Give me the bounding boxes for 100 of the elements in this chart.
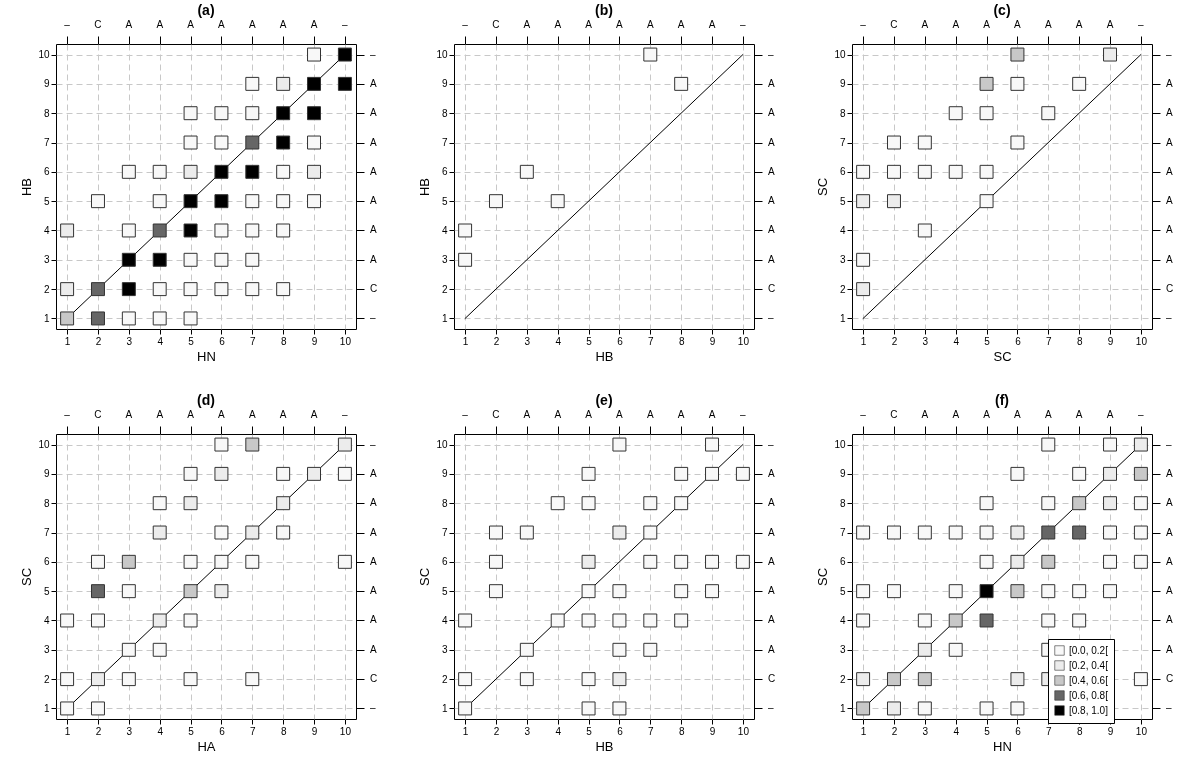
text: – <box>342 409 349 420</box>
y-tick-label: 2 <box>441 283 448 295</box>
point <box>917 525 932 540</box>
point <box>458 701 473 716</box>
point <box>488 554 503 569</box>
point <box>152 525 167 540</box>
text: A <box>768 224 775 236</box>
point <box>488 194 503 209</box>
point <box>60 672 75 687</box>
point <box>1072 584 1087 599</box>
point <box>307 106 322 121</box>
point <box>581 584 596 599</box>
point <box>183 135 198 150</box>
point <box>856 282 871 297</box>
point <box>121 554 136 569</box>
text: A <box>523 19 531 30</box>
y-tick-label: 9 <box>839 468 846 480</box>
text: C <box>94 409 102 420</box>
point <box>917 613 932 628</box>
y-tick-label: 8 <box>839 107 846 119</box>
y-tick-label: 10 <box>834 49 846 61</box>
point <box>948 642 963 657</box>
point <box>1041 496 1056 511</box>
x-tick-label: 4 <box>555 725 562 737</box>
text: A <box>1166 165 1173 177</box>
text: A <box>768 77 775 89</box>
point <box>307 76 322 91</box>
point <box>948 584 963 599</box>
point <box>917 642 932 657</box>
text: A <box>708 19 716 30</box>
point <box>886 164 901 179</box>
y-tick-label: 6 <box>43 556 50 568</box>
text: A <box>768 136 775 148</box>
x-tick-label: 1 <box>64 335 71 347</box>
point <box>214 194 229 209</box>
x-tick-label: 1 <box>860 725 867 737</box>
y-tick-label: 6 <box>839 166 846 178</box>
point <box>214 437 229 452</box>
point <box>1010 584 1025 599</box>
point <box>183 252 198 267</box>
text: – <box>462 409 469 420</box>
x-tick-label: 3 <box>126 725 133 737</box>
text: A <box>1166 497 1173 509</box>
point <box>674 496 689 511</box>
y-tick-label: 5 <box>43 195 50 207</box>
text: A <box>1166 195 1173 207</box>
x-tick-label: 3 <box>922 335 929 347</box>
point <box>1072 466 1087 481</box>
point <box>183 194 198 209</box>
point <box>917 701 932 716</box>
x-tick-label: 1 <box>860 335 867 347</box>
point <box>276 282 291 297</box>
text: – <box>370 438 376 450</box>
point <box>856 164 871 179</box>
point <box>1103 525 1118 540</box>
point <box>581 496 596 511</box>
x-tick-label: 2 <box>95 725 102 737</box>
text: A <box>1166 555 1173 567</box>
point <box>183 672 198 687</box>
point <box>856 584 871 599</box>
text: A <box>585 19 593 30</box>
point <box>183 554 198 569</box>
y-tick-label: 8 <box>43 497 50 509</box>
y-tick-label: 3 <box>441 254 448 266</box>
point <box>643 642 658 657</box>
x-tick-label: 9 <box>311 725 318 737</box>
point <box>245 76 260 91</box>
y-tick-label: 2 <box>839 673 846 685</box>
text: – <box>740 19 747 30</box>
text: A <box>983 19 991 30</box>
text: A <box>1075 19 1083 30</box>
point <box>152 164 167 179</box>
point <box>1103 554 1118 569</box>
x-tick-label: 6 <box>219 725 226 737</box>
point <box>1010 135 1025 150</box>
x-axis-title: HN <box>197 348 216 364</box>
text: – <box>64 409 71 420</box>
point <box>307 164 322 179</box>
point <box>1041 106 1056 121</box>
x-tick-label: 2 <box>891 335 898 347</box>
y-tick-label: 4 <box>441 614 448 626</box>
y-tick-label: 2 <box>43 283 50 295</box>
point <box>581 701 596 716</box>
text: A <box>1044 409 1052 420</box>
text: – <box>1138 19 1145 30</box>
y-tick-label: 1 <box>43 312 50 324</box>
point <box>183 282 198 297</box>
point <box>337 76 352 91</box>
text: C <box>890 19 898 30</box>
point <box>979 76 994 91</box>
legend-label: [0.4, 0.6[ <box>1069 674 1109 686</box>
y-tick-label: 8 <box>441 107 448 119</box>
x-tick-label: 7 <box>250 335 257 347</box>
legend-label: [0.0, 0.2[ <box>1069 644 1109 656</box>
text: A <box>1166 77 1173 89</box>
x-tick-label: 4 <box>157 335 164 347</box>
point <box>307 47 322 62</box>
point <box>60 311 75 326</box>
text: – <box>860 409 867 420</box>
y-tick-label: 2 <box>441 673 448 685</box>
